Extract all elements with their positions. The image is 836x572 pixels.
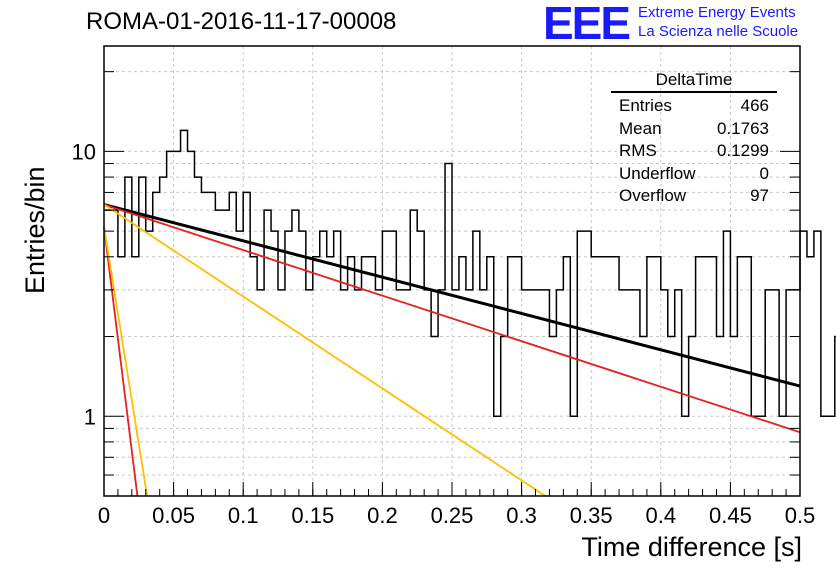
fit-curve — [103, 226, 149, 497]
x-tick-label: 0.1 — [228, 503, 259, 528]
x-tick-label: 0.5 — [785, 503, 816, 528]
stats-row-rms: RMS 0.1299 — [611, 140, 777, 163]
logo-line-1: Extreme Energy Events — [638, 4, 796, 21]
x-tick-label: 0.3 — [506, 503, 537, 528]
logo-line-2: La Scienza nelle Scuole — [638, 23, 799, 40]
stats-label: RMS — [619, 141, 657, 160]
y-tick-label: 10 — [72, 139, 96, 164]
x-tick-label: 0.25 — [431, 503, 474, 528]
stats-value: 0.1299 — [717, 141, 769, 160]
stats-value: 0 — [759, 163, 769, 183]
y-tick-label: 1 — [84, 404, 96, 429]
x-tick-label: 0.35 — [570, 503, 613, 528]
fit-curve — [103, 226, 139, 497]
run-title: ROMA-01-2016-11-17-00008 — [86, 8, 397, 35]
stats-label: Overflow — [619, 186, 687, 205]
tick-labels: 0 0.05 0.1 0.15 0.2 0.25 0.3 0.35 0.4 0.45 0.5 1 10 — [72, 139, 816, 528]
stats-row-overflow: Overflow 97 — [611, 185, 777, 208]
x-tick-label: 0.05 — [152, 503, 195, 528]
stats-label: Mean — [619, 118, 662, 138]
stats-value: 0.1763 — [717, 118, 769, 138]
stats-label: Underflow — [619, 163, 696, 183]
stats-box: DeltaTime Entries 466 Mean 0.1763 RMS 0.… — [611, 70, 777, 208]
x-tick-label: 0.4 — [646, 503, 677, 528]
fit-curve — [103, 203, 801, 388]
eee-logo: EEE — [543, 0, 631, 49]
axis-ticks — [103, 71, 801, 497]
x-tick-label: 0.15 — [291, 503, 334, 528]
stats-title: DeltaTime — [611, 70, 777, 93]
x-tick-label: 0.2 — [367, 503, 398, 528]
y-axis-label: Entries/bin — [20, 166, 50, 294]
stats-value: 466 — [740, 96, 769, 115]
x-tick-label: 0.45 — [709, 503, 752, 528]
x-axis-label: Time difference [s] — [581, 532, 802, 562]
histogram — [104, 129, 836, 418]
histogram-steps — [104, 129, 836, 418]
stats-value: 97 — [750, 186, 769, 205]
x-tick-label: 0 — [98, 503, 110, 528]
fit-curve — [103, 203, 801, 434]
stats-row-underflow: Underflow 0 — [611, 163, 777, 186]
fit-curves — [103, 203, 801, 497]
stats-row-mean: Mean 0.1763 — [611, 118, 777, 141]
stats-label: Entries — [619, 96, 672, 115]
fit-curve — [103, 203, 546, 497]
stats-row-entries: Entries 466 — [611, 95, 777, 118]
